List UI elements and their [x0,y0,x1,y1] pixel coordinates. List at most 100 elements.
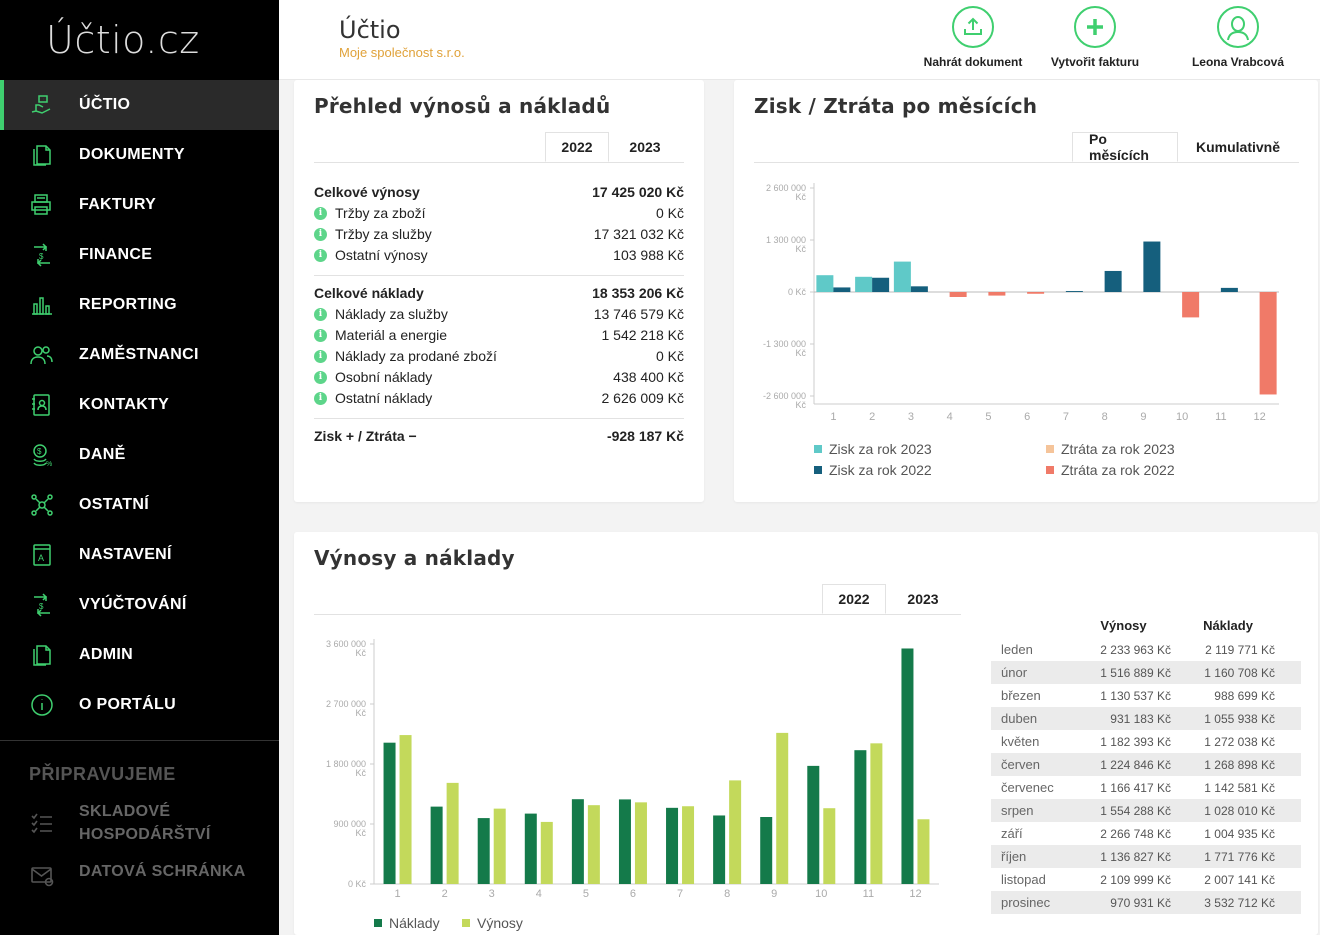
sidebar-item-faktury[interactable]: FAKTURY [0,180,279,230]
settings-book-icon: A [27,540,57,570]
table-cell-month: říjen [1001,849,1027,864]
info-icon[interactable]: i [314,391,327,405]
table-cell-vynosy: 2 233 963 Kč [1100,642,1171,657]
sidebar-item-o-portalu[interactable]: O PORTÁLU [0,680,279,730]
table-row: červen 1 224 846 Kč 1 268 898 Kč [991,753,1301,776]
upload-document-button[interactable]: Nahrát dokument [908,6,1038,69]
table-row: únor 1 516 889 Kč 1 160 708 Kč [991,661,1301,684]
tab-revcost-2023[interactable]: 2023 [907,591,939,607]
bar-naklady [618,799,631,884]
table-cell-naklady: 1 028 010 Kč [1204,803,1275,818]
sidebar-item-label: ÚČTIO [79,96,131,113]
result-label: Zisk + / Ztráta − [314,428,417,444]
company-name[interactable]: Moje společnost s.r.o. [339,45,465,60]
checklist-icon [27,808,57,838]
create-invoice-button[interactable]: Vytvořit fakturu [1030,6,1160,69]
legend-vynosy[interactable]: Výnosy [462,915,523,931]
user-profile-button[interactable]: Leona Vrabcová [1173,6,1303,69]
overview-title: Přehled výnosů a nákladů [314,94,611,118]
sidebar-item-ostatni[interactable]: OSTATNÍ [0,480,279,530]
y-tick-label: 2 600 000 [766,183,806,193]
sidebar-item-skladove-hospodarstvi[interactable]: SKLADOVÉ HOSPODÁRŠTVÍ [0,800,279,846]
revenue-total-value: 17 425 020 Kč [592,184,684,200]
legend-ztrata-2023[interactable]: Ztráta za rok 2023 [1046,441,1175,457]
summary-row-left: i Tržby za služby [314,226,432,242]
x-tick-label: 12 [1254,411,1266,423]
info-icon[interactable]: i [314,206,327,220]
sidebar-item-admin[interactable]: ADMIN [0,630,279,680]
table-cell-naklady: 2 007 141 Kč [1204,872,1275,887]
bar-naklady [524,813,537,884]
sidebar-item-reporting[interactable]: REPORTING [0,280,279,330]
table-cell-month: srpen [1001,803,1034,818]
tab-overview-2022[interactable]: 2022 [545,132,609,162]
legend-zisk-2022[interactable]: Zisk za rok 2022 [814,462,932,478]
sidebar-item-nastaveni[interactable]: A NASTAVENÍ [0,530,279,580]
profit-tabs-line [754,162,1299,163]
result-row: Zisk + / Ztráta − -928 187 Kč [314,428,684,444]
sidebar-divider [0,740,279,741]
result-value: -928 187 Kč [606,428,684,444]
create-invoice-label: Vytvořit fakturu [1050,55,1140,69]
legend-zisk-2023[interactable]: Zisk za rok 2023 [814,441,932,457]
bar-vynosy [399,735,412,884]
table-cell-naklady: 1 055 938 Kč [1204,711,1275,726]
info-icon[interactable]: i [314,248,327,262]
table-row: duben 931 183 Kč 1 055 938 Kč [991,707,1301,730]
tab-kumulativne[interactable]: Kumulativně [1195,139,1280,155]
sidebar-item-label: OSTATNÍ [79,496,149,513]
info-icon[interactable]: i [314,370,327,384]
table-row: prosinec 970 931 Kč 3 532 712 Kč [991,891,1301,914]
info-icon[interactable]: i [314,227,327,241]
sidebar-item-label: FAKTURY [79,196,157,213]
sidebar-item-dane[interactable]: $% DANĚ [0,430,279,480]
svg-text:$: $ [39,602,44,611]
sidebar-item-zamestnanci[interactable]: ZAMĚSTNANCI [0,330,279,380]
tab-po-mesicich[interactable]: Po měsících [1072,131,1178,163]
y-tick-unit: Kč [795,244,806,254]
cost-total-value: 18 353 206 Kč [592,285,684,301]
bar-vynosy [634,802,647,884]
sidebar-item-datova-schranka[interactable]: DATOVÁ SCHRÁNKA [0,860,279,890]
sidebar-item-uctio[interactable]: ÚČTIO [0,80,279,130]
legend-ztrata-2022[interactable]: Ztráta za rok 2022 [1046,462,1175,478]
x-tick-label: 11 [863,888,874,900]
sidebar-item-kontakty[interactable]: KONTAKTY [0,380,279,430]
overview-separator [314,275,684,276]
info-icon[interactable]: i [314,328,327,342]
bar-zisk-2022 [872,277,890,292]
app-logo[interactable]: Účtio.cz [46,18,200,62]
bar-naklady [430,806,443,884]
info-icon[interactable]: i [314,307,327,321]
table-cell-vynosy: 1 554 288 Kč [1100,803,1171,818]
legend-swatch [814,466,822,474]
legend-label: Ztráta za rok 2022 [1061,462,1175,478]
tab-overview-2023[interactable]: 2023 [629,139,661,155]
table-row: září 2 266 748 Kč 1 004 935 Kč [991,822,1301,845]
summary-row-label: Tržby za zboží [335,205,426,221]
legend-swatch [1046,445,1054,453]
summary-row-left: i Náklady za prodané zboží [314,348,497,364]
sidebar-item-label: KONTAKTY [79,396,170,413]
sidebar-item-vyuctovani[interactable]: $ VYÚČTOVÁNÍ [0,580,279,630]
table-cell-month: březen [1001,688,1041,703]
bar-vynosy [776,732,789,884]
sidebar-item-dokumenty[interactable]: DOKUMENTY [0,130,279,180]
x-tick-label: 3 [489,888,495,900]
table-cell-naklady: 988 699 Kč [1214,688,1275,703]
legend-naklady[interactable]: Náklady [374,915,440,931]
tab-revcost-2022[interactable]: 2022 [822,584,886,614]
summary-row-label: Tržby za služby [335,226,432,242]
profit-tabs: Po měsících Kumulativně [1072,131,1298,163]
x-tick-label: 3 [908,411,914,423]
sidebar-item-finance[interactable]: $ FINANCE [0,230,279,280]
cost-total-label: Celkové náklady [314,285,424,301]
table-cell-vynosy: 1 182 393 Kč [1100,734,1171,749]
bar-zisk-2022 [1065,291,1083,292]
bar-naklady [477,818,490,884]
legend-label: Zisk za rok 2022 [829,462,932,478]
y-tick-label: -1 300 000 [763,339,806,349]
sidebar-item-label: ZAMĚSTNANCI [79,346,199,363]
user-name: Leona Vrabcová [1191,55,1285,69]
info-icon[interactable]: i [314,349,327,363]
